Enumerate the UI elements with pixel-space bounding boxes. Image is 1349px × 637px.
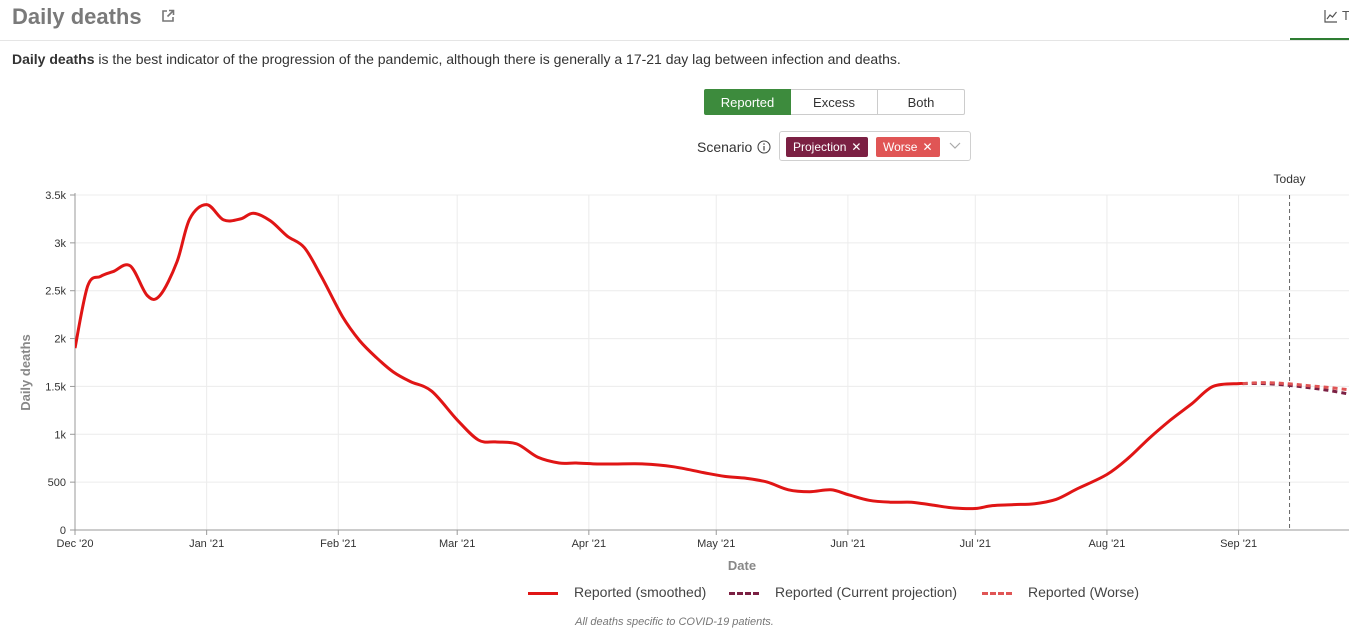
toggle-reported-button[interactable]: Reported [704, 89, 791, 115]
x-tick-label: Jul '21 [960, 538, 991, 550]
scenario-select[interactable]: Projection ✕ Worse ✕ [779, 131, 971, 161]
scenario-label: Scenario [697, 139, 753, 155]
y-tick-label: 2.5k [45, 286, 66, 298]
legend-label-projection: Reported (Current projection) [775, 584, 958, 600]
description-lead: Daily deaths [12, 51, 95, 67]
y-tick-label: 3k [54, 238, 66, 250]
chevron-down-icon[interactable] [949, 142, 961, 150]
view-toggle: Reported Excess Both [704, 89, 965, 115]
x-tick-label: Feb '21 [320, 538, 356, 550]
x-tick-label: Jan '21 [189, 538, 224, 550]
footnote: All deaths specific to COVID-19 patients… [575, 616, 774, 628]
scenario-chip-projection: Projection ✕ [786, 137, 869, 157]
chip-label: Projection [793, 140, 847, 154]
panel-header: Daily deaths T [0, 0, 1349, 41]
description-text: Daily deaths is the best indicator of th… [12, 51, 901, 67]
series-line-reported [75, 203, 1244, 511]
x-tick-label: Sep '21 [1220, 538, 1257, 550]
x-tick-label: Aug '21 [1088, 538, 1125, 550]
info-icon[interactable] [757, 140, 771, 154]
scenario-chip-worse: Worse ✕ [876, 137, 940, 157]
legend-swatch-reported [528, 592, 558, 595]
remove-projection-icon[interactable]: ✕ [851, 140, 862, 154]
series-line-worse [1242, 381, 1349, 392]
legend-swatch-projection [729, 592, 759, 595]
external-link-icon[interactable] [161, 9, 175, 23]
page-title: Daily deaths [12, 4, 142, 29]
description-rest: is the best indicator of the progression… [94, 51, 901, 67]
y-tick-label: 0 [60, 525, 66, 537]
legend-swatch-worse [982, 592, 1012, 595]
chip-label: Worse [883, 140, 918, 154]
remove-worse-icon[interactable]: ✕ [922, 140, 933, 154]
y-tick-label: 1.5k [45, 381, 66, 393]
today-label: Today [1274, 172, 1306, 186]
x-tick-label: Apr '21 [572, 538, 607, 550]
x-tick-label: May '21 [697, 538, 735, 550]
tab-trend[interactable]: T [1290, 0, 1349, 40]
x-tick-label: Mar '21 [439, 538, 475, 550]
daily-deaths-chart: 0 500 1k 1.5k 2k 2.5k 3k 3.5k Dec '20 Jan '21 Feb … [18, 172, 1349, 573]
y-axis-title: Daily deaths [18, 334, 33, 411]
y-tick-label: 1k [54, 429, 66, 441]
toggle-both-button[interactable]: Both [878, 89, 965, 115]
legend-label-reported: Reported (smoothed) [574, 584, 707, 600]
line-chart-icon [1324, 10, 1337, 23]
x-tick-label: Jun '21 [830, 538, 865, 550]
y-tick-label: 500 [48, 477, 66, 489]
legend-label-worse: Reported (Worse) [1028, 584, 1140, 600]
tab-label: T [1342, 8, 1349, 23]
y-tick-label: 3.5k [45, 190, 66, 202]
y-tick-label: 2k [54, 334, 66, 346]
toggle-excess-button[interactable]: Excess [791, 89, 878, 115]
x-axis-title: Date [728, 558, 756, 573]
x-tick-label: Dec '20 [57, 538, 94, 550]
